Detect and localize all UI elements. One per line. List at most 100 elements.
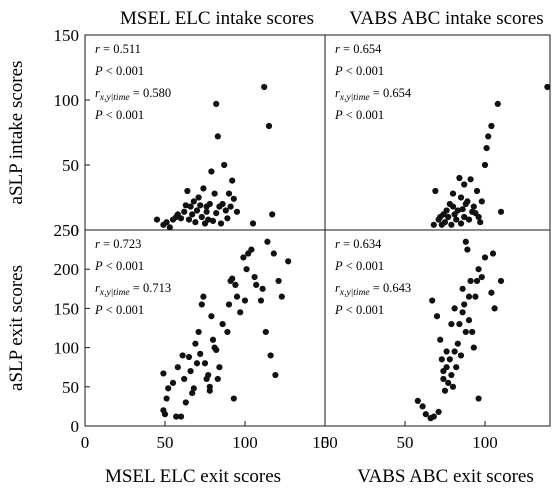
stat-line: P < 0.001 <box>334 259 384 273</box>
stat-value: 0.001 <box>356 64 384 78</box>
data-point <box>249 220 257 227</box>
stat-relation: < <box>343 64 356 78</box>
data-point <box>441 219 449 226</box>
stat-line: rx,y|time = 0.654 <box>335 86 412 103</box>
data-point <box>488 122 495 130</box>
data-point <box>216 364 223 371</box>
stat-relation: = <box>130 281 143 295</box>
stat-line: P < 0.001 <box>334 64 384 78</box>
data-point <box>200 185 207 192</box>
stat-relation: = <box>100 237 113 251</box>
panel-title: VABS ABC intake scores <box>349 8 543 29</box>
data-point <box>267 352 274 359</box>
data-point <box>185 353 193 361</box>
data-point <box>429 297 436 304</box>
data-point <box>179 352 186 359</box>
data-point <box>219 320 226 328</box>
data-point <box>192 219 199 226</box>
data-point <box>475 395 482 402</box>
stat-variable: r <box>95 237 100 251</box>
data-point <box>278 293 285 300</box>
data-point <box>217 220 225 227</box>
data-point <box>224 328 231 336</box>
data-point <box>497 208 505 215</box>
stat-variable: r <box>95 281 100 295</box>
data-point <box>165 385 172 392</box>
data-point <box>185 216 193 223</box>
data-point <box>462 238 469 245</box>
data-point <box>438 356 445 363</box>
data-point <box>433 313 441 320</box>
stat-value: 0.001 <box>116 64 144 78</box>
data-point <box>251 273 258 281</box>
data-point <box>201 360 209 367</box>
data-point <box>177 413 185 420</box>
y-tick-label: 200 <box>54 260 80 279</box>
stat-value: 0.723 <box>113 237 141 251</box>
y-tick-label: 250 <box>54 221 80 240</box>
data-point <box>478 273 485 281</box>
stat-subscript: x,y|time <box>99 288 130 298</box>
data-point <box>448 371 455 379</box>
data-point <box>469 328 476 336</box>
data-point <box>443 207 450 214</box>
stat-line: rx,y|time = 0.643 <box>335 281 411 298</box>
data-point <box>448 320 455 328</box>
data-point <box>422 411 429 418</box>
stat-subscript: x,y|time <box>339 288 370 298</box>
data-point <box>459 309 466 316</box>
data-point <box>451 348 458 355</box>
data-point <box>477 219 484 226</box>
data-point <box>470 344 477 351</box>
data-point <box>205 371 212 379</box>
stat-line: r = 0.723 <box>95 237 141 251</box>
data-point <box>229 275 236 282</box>
stat-line: P < 0.001 <box>94 303 144 317</box>
stat-line: r = 0.634 <box>335 237 382 251</box>
data-point <box>187 368 194 375</box>
stat-variable: r <box>95 86 100 100</box>
stat-value: 0.001 <box>356 259 384 273</box>
data-point <box>265 122 273 130</box>
data-point <box>208 168 215 175</box>
stat-relation: = <box>340 237 353 251</box>
data-point <box>174 364 181 371</box>
x-tick-label: 100 <box>472 433 498 452</box>
data-point <box>461 301 468 308</box>
data-point <box>443 364 450 371</box>
stat-line: rx,y|time = 0.713 <box>95 281 171 298</box>
data-point <box>414 397 421 405</box>
data-point <box>465 317 473 324</box>
data-point <box>483 145 490 152</box>
data-point <box>253 281 260 288</box>
data-point <box>230 395 237 402</box>
x-tick-label: 50 <box>157 433 174 452</box>
data-point <box>189 389 196 397</box>
data-point <box>225 190 233 197</box>
stat-subscript: x,y|time <box>339 93 370 103</box>
data-point <box>259 285 266 292</box>
stat-line: rx,y|time = 0.580 <box>95 86 171 103</box>
data-point <box>497 277 505 285</box>
data-point <box>473 187 481 195</box>
data-point <box>208 313 215 320</box>
data-point <box>209 217 217 224</box>
stat-relation: < <box>103 303 116 317</box>
stat-variable: r <box>335 42 340 56</box>
data-point <box>481 254 489 261</box>
data-point <box>182 399 189 406</box>
data-point <box>432 187 439 195</box>
stat-variable: P <box>334 303 343 317</box>
data-point <box>237 309 244 316</box>
data-point <box>257 297 265 304</box>
data-point <box>453 364 460 371</box>
data-point <box>198 213 205 221</box>
stat-variable: P <box>334 108 343 122</box>
y-tick-label: 0 <box>71 221 80 240</box>
data-point <box>475 266 482 273</box>
data-point <box>184 187 191 195</box>
data-point <box>232 281 239 288</box>
data-point <box>195 328 202 336</box>
stat-variable: r <box>335 86 340 100</box>
data-point <box>419 403 426 410</box>
